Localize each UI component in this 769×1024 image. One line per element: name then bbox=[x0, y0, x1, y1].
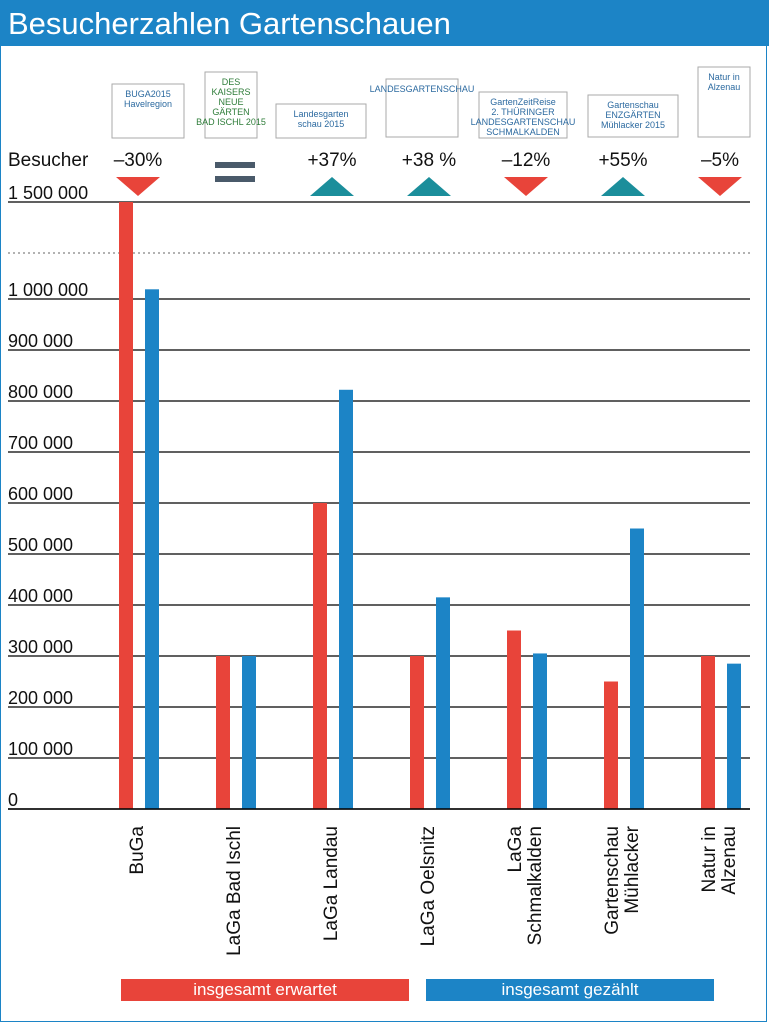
y-tick-label-9: 900 000 bbox=[8, 331, 73, 351]
logo-text: Natur in bbox=[708, 72, 740, 82]
up-arrow-icon bbox=[601, 177, 645, 196]
change-label-4: –12% bbox=[502, 150, 551, 171]
bar-counted-5 bbox=[630, 528, 644, 809]
change-label-2: +37% bbox=[307, 150, 356, 171]
bar-expected-6 bbox=[701, 656, 715, 809]
logo-frame bbox=[587, 94, 679, 138]
y-tick-label-2: 200 000 bbox=[8, 688, 73, 708]
bar-counted-3 bbox=[436, 597, 450, 809]
x-label-line: Schmalkalden bbox=[525, 826, 546, 945]
y-tick-label-5: 500 000 bbox=[8, 535, 73, 555]
oelsnitz-logo: LANDESGARTENSCHAU bbox=[370, 78, 475, 138]
x-label-5: Gartenschau Mühlacker bbox=[602, 825, 643, 934]
y-tick-label-3: 300 000 bbox=[8, 637, 73, 657]
logo-text: LANDESGARTENSCHAU bbox=[370, 84, 475, 94]
logo-frame bbox=[478, 91, 568, 139]
logo-frame bbox=[385, 78, 459, 138]
logo-frame bbox=[275, 103, 367, 139]
change-label-5: +55% bbox=[598, 150, 647, 171]
y-tick-label-7: 700 000 bbox=[8, 433, 73, 453]
x-label-2: LaGa Landau bbox=[321, 826, 342, 941]
x-label-line: LaGa Oelsnitz bbox=[418, 826, 439, 946]
logo-text: GartenZeitReise bbox=[490, 97, 556, 107]
bar-expected-1 bbox=[216, 656, 230, 809]
bar-counted-6 bbox=[727, 663, 741, 809]
bar-expected-4 bbox=[507, 630, 521, 809]
down-arrow-icon bbox=[698, 177, 742, 196]
equal-icon bbox=[215, 162, 255, 168]
bar-counted-4 bbox=[533, 653, 547, 809]
logo-text: Havelregion bbox=[124, 99, 172, 109]
y-tick-label-1: 100 000 bbox=[8, 739, 73, 759]
logo-text: ENZGÄRTEN bbox=[605, 110, 660, 120]
logo-text: GÄRTEN bbox=[212, 107, 249, 117]
logo-text: Mühlacker 2015 bbox=[601, 120, 665, 130]
y-tick-label-8: 800 000 bbox=[8, 382, 73, 402]
logo-text: NEUE bbox=[218, 97, 243, 107]
logo-text: BAD ISCHL 2015 bbox=[196, 117, 266, 127]
y-tick-label-11: 1 500 000 bbox=[8, 183, 88, 203]
title-bar: Besucherzahlen Gartenschauen bbox=[0, 0, 769, 46]
legend-expected: insgesamt erwartet bbox=[121, 979, 409, 1001]
x-label-6: Natur in Alzenau bbox=[699, 826, 740, 895]
legend-counted-label: insgesamt gezählt bbox=[501, 980, 639, 999]
besucher-label: Besucher bbox=[8, 150, 89, 171]
bar-expected-5 bbox=[604, 681, 618, 809]
bar-expected-3 bbox=[410, 656, 424, 809]
logo-text: Gartenschau bbox=[607, 100, 659, 110]
x-label-line: LaGa Landau bbox=[321, 826, 342, 941]
logo-frame bbox=[697, 66, 751, 138]
x-label-line: LaGa Bad Ischl bbox=[224, 826, 245, 956]
change-label-3: +38 % bbox=[402, 150, 457, 171]
x-label-1: LaGa Bad Ischl bbox=[224, 826, 245, 956]
x-label-4: LaGa Schmalkalden bbox=[505, 826, 546, 946]
logo-text: LANDESGARTENSCHAU bbox=[471, 117, 576, 127]
x-label-line: Mühlacker bbox=[622, 825, 643, 913]
x-label-line: Natur in bbox=[699, 826, 720, 893]
logo-text: schau 2015 bbox=[298, 119, 345, 129]
bar-counted-0 bbox=[145, 289, 159, 809]
x-label-line: LaGa bbox=[505, 826, 526, 873]
y-tick-label-10: 1 000 000 bbox=[8, 280, 88, 300]
bar-counted-1 bbox=[242, 656, 256, 809]
x-label-line: Gartenschau bbox=[602, 826, 623, 935]
bar-counted-2 bbox=[339, 389, 353, 809]
logo-text: 2. THÜRINGER bbox=[491, 107, 555, 117]
up-arrow-icon bbox=[407, 177, 451, 196]
logo-text: SCHMALKALDEN bbox=[486, 127, 560, 137]
down-arrow-icon bbox=[116, 177, 160, 196]
logo-text: Landesgarten bbox=[293, 109, 348, 119]
bar-expected-2 bbox=[313, 503, 327, 809]
y-tick-label-6: 600 000 bbox=[8, 484, 73, 504]
legend-counted: insgesamt gezählt bbox=[426, 979, 714, 1001]
bar-expected-0 bbox=[119, 202, 133, 809]
logo-text: BUGA2015 bbox=[125, 89, 171, 99]
chart-title: Besucherzahlen Gartenschauen bbox=[8, 6, 451, 41]
x-label-3: LaGa Oelsnitz bbox=[418, 826, 439, 946]
logo-text: Alzenau bbox=[708, 82, 741, 92]
equal-icon bbox=[215, 176, 255, 182]
x-label-line: BuGa bbox=[127, 826, 148, 875]
logo-frame bbox=[111, 83, 185, 139]
y-tick-label-0: 0 bbox=[8, 790, 18, 810]
up-arrow-icon bbox=[310, 177, 354, 196]
change-label-0: –30% bbox=[114, 150, 163, 171]
x-label-line: Alzenau bbox=[719, 826, 740, 895]
logo-text: DES bbox=[222, 77, 241, 87]
x-label-0: BuGa bbox=[127, 826, 148, 875]
logo-frame bbox=[204, 71, 258, 139]
y-tick-label-4: 400 000 bbox=[8, 586, 73, 606]
logo-text: KAISERS bbox=[211, 87, 250, 97]
change-label-6: –5% bbox=[701, 150, 739, 171]
legend-expected-label: insgesamt erwartet bbox=[193, 980, 337, 999]
down-arrow-icon bbox=[504, 177, 548, 196]
